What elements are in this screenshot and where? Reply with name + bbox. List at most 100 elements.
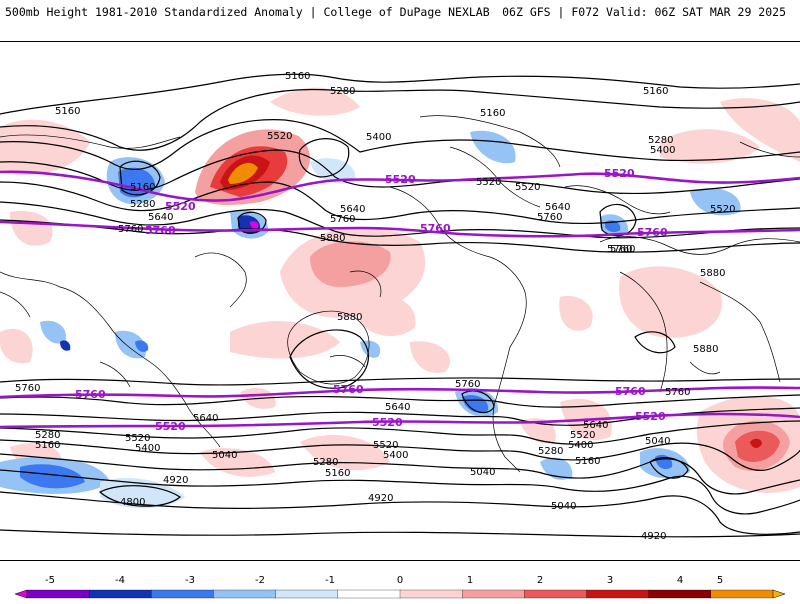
- contour-label: 5640: [193, 413, 218, 424]
- colorbar-tick-label: 2: [537, 575, 543, 586]
- colorbar-swatch: [337, 589, 401, 599]
- contour-label: 5760: [607, 244, 632, 255]
- thick-contour-label: 5760: [615, 385, 646, 398]
- contour-label: 5640: [340, 204, 365, 215]
- thick-contour-label: 5520: [155, 420, 186, 433]
- contour-label: 5520: [476, 177, 501, 188]
- positive-anomaly-shading: [0, 87, 800, 493]
- contour-label: 5160: [325, 468, 350, 479]
- contour-label: 5880: [700, 268, 725, 279]
- contour-label: 5040: [645, 436, 670, 447]
- contour-label: 5040: [551, 501, 576, 512]
- thick-contour-label: 5760: [637, 226, 668, 239]
- contour-label: 5760: [665, 387, 690, 398]
- thick-contour-label: 5520: [165, 200, 196, 213]
- contour-label: 5040: [470, 467, 495, 478]
- thick-contour-label: 5520: [635, 410, 666, 423]
- colorbar-tick-label: -1: [325, 575, 335, 586]
- contour-label: 5760: [610, 244, 635, 255]
- colorbar-swatch: [462, 589, 525, 599]
- contour-label: 5520: [267, 131, 292, 142]
- contour-label: 5280: [130, 199, 155, 210]
- colorbar-swatch: [399, 589, 463, 599]
- contour-label: 5760: [455, 379, 480, 390]
- valid-time-label: 06Z GFS | F072 Valid: 06Z SAT MAR 29 202…: [502, 5, 786, 19]
- contour-label: 5520: [515, 182, 540, 193]
- contour-label: 5520: [373, 440, 398, 451]
- contour-label: 4800: [120, 497, 145, 508]
- thick-contour-label: 5520: [604, 167, 635, 180]
- contour-label: 5640: [148, 212, 173, 223]
- colorbar-tick-label: -5: [45, 575, 55, 586]
- contour-label: 5160: [285, 71, 310, 82]
- colorbar-tick-label: 5: [717, 575, 723, 586]
- height-contours: [0, 73, 800, 538]
- anomaly-map: 5160 5280 5160 5160 5280 5520 5400 5160 …: [0, 41, 800, 561]
- contour-label: 5040: [212, 450, 237, 461]
- contour-label: 5640: [385, 402, 410, 413]
- colorbar-swatch: [275, 589, 339, 599]
- contour-label: 5280: [313, 457, 338, 468]
- contour-label: 5520: [570, 430, 595, 441]
- colorbar-tick-label: 1: [467, 575, 473, 586]
- contour-label-group: 5160 5280 5160 5160 5280 5520 5400 5160 …: [15, 71, 735, 542]
- thick-contour-label: 5520: [372, 416, 403, 429]
- contour-label: 5280: [330, 86, 355, 97]
- contour-label: 5160: [575, 456, 600, 467]
- map-title: 500mb Height 1981-2010 Standardized Anom…: [5, 5, 490, 19]
- map-canvas: 5160 5280 5160 5160 5280 5520 5400 5160 …: [0, 71, 800, 542]
- colorbar-swatch: [151, 589, 215, 599]
- contour-label: 5400: [366, 132, 391, 143]
- contour-label: 5520: [710, 204, 735, 215]
- thick-contour-label: 5760: [75, 388, 106, 401]
- contour-label: 5760: [15, 383, 40, 394]
- contour-label: 5160: [35, 440, 60, 451]
- colorbar-tick-label: -2: [255, 575, 265, 586]
- colorbar-swatch: [26, 589, 90, 599]
- colorbar-swatch: [710, 589, 774, 599]
- contour-label: 5160: [643, 86, 668, 97]
- colorbar-tick-label: 0: [397, 575, 403, 586]
- contour-label: 5400: [650, 145, 675, 156]
- contour-label: 5880: [337, 312, 362, 323]
- contour-label: 5160: [130, 182, 155, 193]
- coastlines: [0, 115, 800, 473]
- colorbar-tick-label: -4: [115, 575, 125, 586]
- contour-label: 5760: [118, 224, 143, 235]
- contour-label: 5640: [545, 202, 570, 213]
- colorbar-ticks: -5 -4 -3 -2 -1 0 1 2 3 4 5: [45, 575, 723, 586]
- contour-label: 5280: [538, 446, 563, 457]
- contour-label: 5160: [480, 108, 505, 119]
- colorbar-swatch: [213, 589, 277, 599]
- anomaly-colorbar: -5 -4 -3 -2 -1 0 1 2 3 4 5: [0, 560, 800, 600]
- contour-label: 5160: [55, 106, 80, 117]
- colorbar-swatch: [89, 589, 152, 599]
- contour-label: 5400: [135, 443, 160, 454]
- colorbar-tick-label: 4: [677, 575, 683, 586]
- colorbar-tick-label: -3: [185, 575, 195, 586]
- colorbar-swatch: [524, 589, 588, 599]
- contour-label: 5280: [648, 135, 673, 146]
- contour-label: 5400: [383, 450, 408, 461]
- contour-label: 4920: [163, 475, 188, 486]
- contour-label: 4920: [368, 493, 393, 504]
- contour-label: 5400: [568, 440, 593, 451]
- thick-contour-label: 5760: [145, 224, 176, 237]
- colorbar-swatch: [648, 589, 712, 599]
- thick-contours: [0, 170, 800, 429]
- contour-label: 5880: [320, 233, 345, 244]
- thick-contour-label: 5760: [333, 383, 364, 396]
- contour-label: 5880: [693, 344, 718, 355]
- colorbar-max-arrow: [772, 589, 786, 599]
- colorbar-tick-label: 3: [607, 575, 613, 586]
- colorbar-strip: [14, 589, 786, 599]
- thick-contour-label: 5760: [420, 222, 451, 235]
- thick-contour-label: 5520: [385, 173, 416, 186]
- colorbar-min-arrow: [14, 589, 28, 599]
- contour-label: 5280: [35, 430, 60, 441]
- contour-label: 4920: [641, 531, 666, 542]
- colorbar-swatch: [586, 589, 650, 599]
- contour-label: 5760: [537, 212, 562, 223]
- thick-contour-label-group: 5520 5520 5520 5760 5760 5760 5760 5760 …: [75, 167, 668, 433]
- contour-label: 5520: [125, 433, 150, 444]
